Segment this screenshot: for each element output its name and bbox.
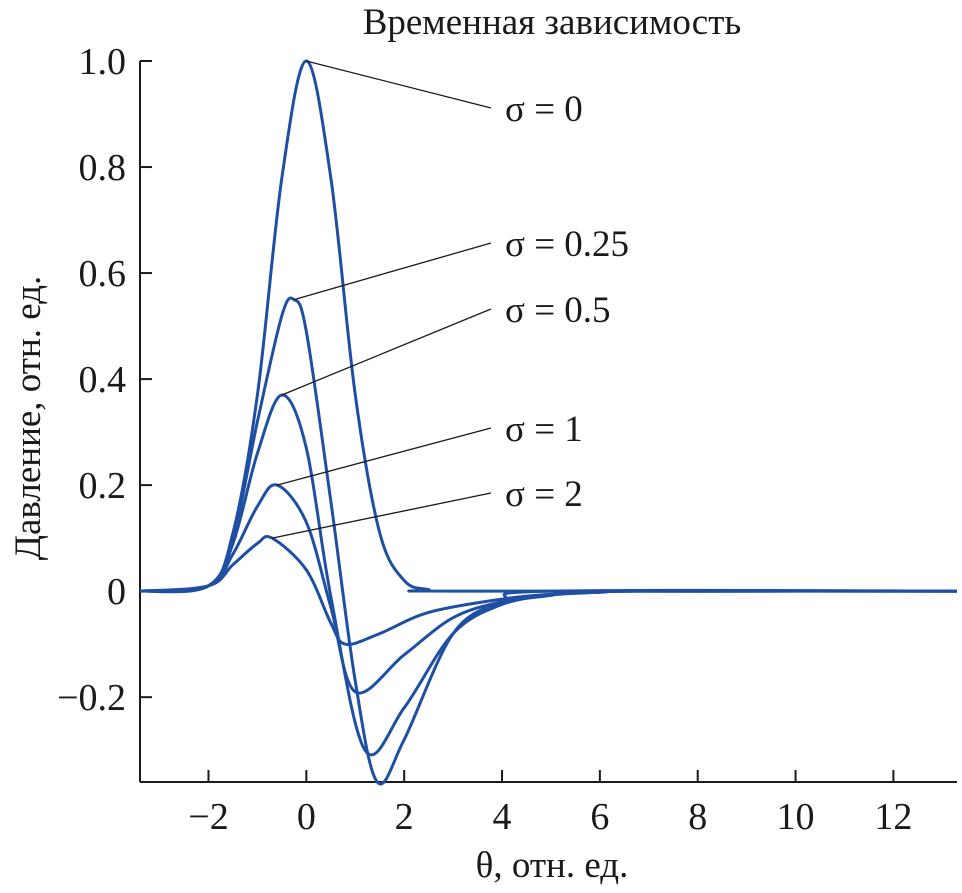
x-tick-label: 10 bbox=[777, 796, 815, 838]
x-axis-label: θ, отн. ед. bbox=[476, 845, 629, 886]
leader-line bbox=[276, 427, 492, 486]
leader-line bbox=[306, 60, 492, 109]
series-annotation: σ = 0.25 bbox=[505, 224, 629, 265]
x-tick-label: 12 bbox=[874, 796, 912, 838]
x-tick-label: 4 bbox=[493, 796, 512, 838]
y-tick-label: 0.8 bbox=[79, 147, 127, 189]
curves bbox=[139, 59, 958, 786]
annotations: σ = 0 σ = 0.25 σ = 0.5 σ = 1 σ = 2 bbox=[271, 60, 629, 539]
leader-line bbox=[271, 492, 492, 539]
y-tick-label: 0.6 bbox=[79, 253, 127, 295]
leader-line bbox=[281, 308, 492, 396]
y-tick-label: 0.2 bbox=[79, 465, 127, 507]
series-line bbox=[139, 296, 958, 786]
series-annotation: σ = 1 bbox=[505, 409, 583, 450]
x-tick-label: 2 bbox=[395, 796, 414, 838]
x-tick-label: 8 bbox=[688, 796, 707, 838]
series-line bbox=[139, 59, 958, 594]
x-tick-label: 6 bbox=[590, 796, 609, 838]
series-annotation: σ = 0.5 bbox=[505, 290, 611, 331]
y-tick-label: 0.4 bbox=[79, 359, 127, 401]
y-axis-label: Давление, отн. ед. bbox=[8, 276, 49, 561]
chart-title: Временная зависимость bbox=[363, 2, 742, 43]
series-annotation: σ = 0 bbox=[505, 89, 583, 130]
y-tick-label: 0 bbox=[107, 571, 126, 613]
x-tick-label: −2 bbox=[188, 796, 228, 838]
series-line bbox=[139, 534, 958, 646]
x-tick-label: 0 bbox=[297, 796, 316, 838]
series-line bbox=[139, 483, 958, 695]
y-tick-label: 1.0 bbox=[79, 41, 127, 83]
leader-line bbox=[293, 242, 492, 301]
y-tick-label: −0.2 bbox=[57, 677, 126, 719]
series-annotation: σ = 2 bbox=[505, 474, 583, 515]
